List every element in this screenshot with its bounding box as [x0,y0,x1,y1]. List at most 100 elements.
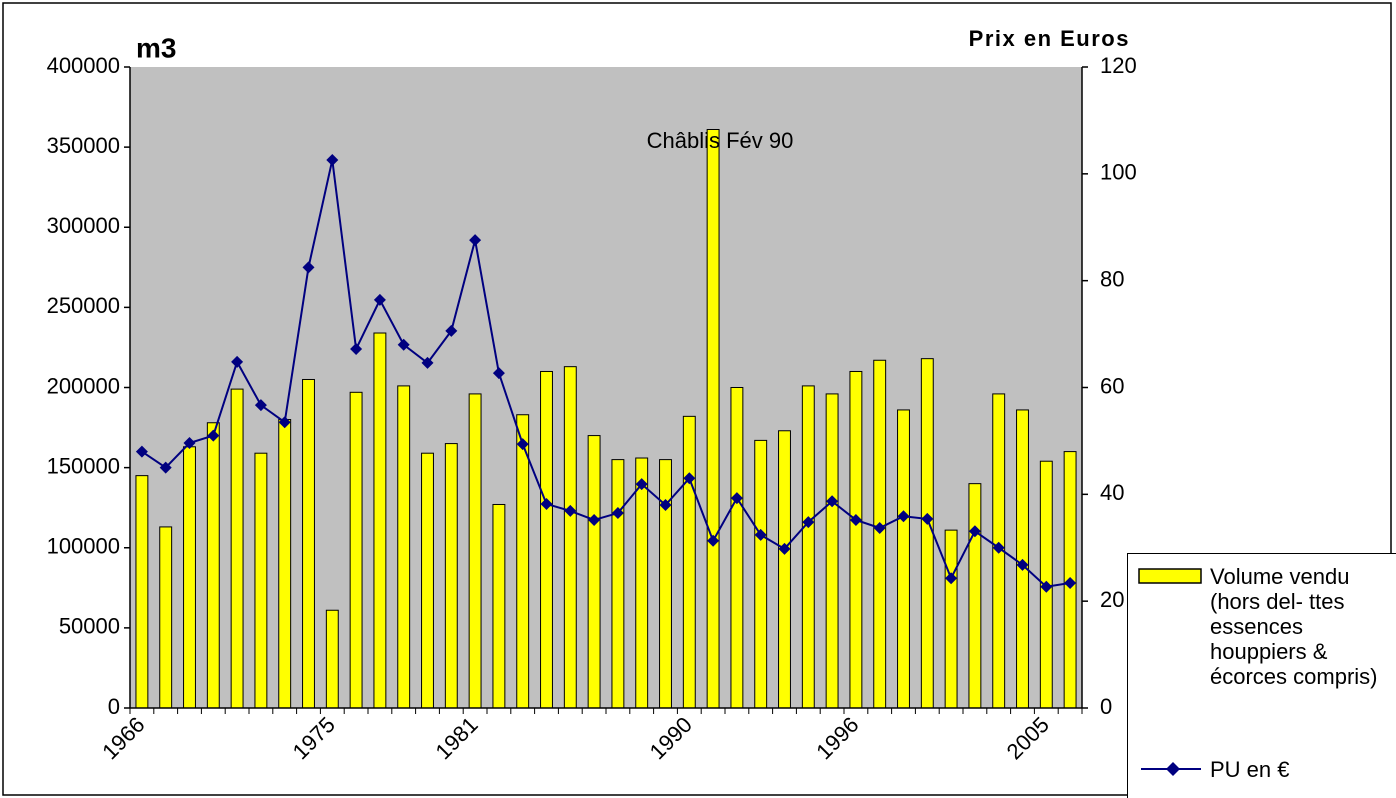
line-marker [754,528,767,541]
bar [373,332,387,709]
bar [444,443,458,709]
bar [302,378,315,709]
line [141,159,1071,588]
line-marker [588,513,601,526]
annotation: Châblis Fév 90 [647,128,794,153]
y2-tick-label: 60 [1100,373,1124,398]
line-marker [183,437,196,450]
bar [349,391,363,709]
y-tick-label: 50000 [59,614,120,639]
line-marker [945,572,958,585]
plot-area [130,67,1082,708]
bar [587,435,601,709]
y2-tick-label: 40 [1100,480,1124,505]
bar [730,387,744,709]
line-marker [611,507,624,520]
line-marker [445,324,458,337]
line-marker [254,399,267,412]
bar [635,457,649,709]
bar [206,422,220,709]
bar [659,459,672,709]
bar [540,370,553,709]
bar [516,414,530,709]
y2-axis-title: Prix en Euros [969,26,1130,51]
y2-tick-label: 100 [1100,160,1137,185]
line-marker [897,510,910,523]
bar [468,393,482,709]
bar [849,370,863,709]
line-marker [659,499,672,512]
line-marker [159,461,172,474]
x-tick-label: 2005 [1002,712,1054,764]
line-marker [278,416,291,429]
bar [801,385,815,709]
legend: Volume vendu (hors del- ttes essences ho… [1127,553,1396,798]
bar [825,393,839,709]
line-marker [564,504,577,517]
line-marker [492,367,505,380]
line-marker [397,338,410,351]
line-marker [683,472,696,485]
bar [611,459,625,709]
bar [563,366,577,709]
y2-tick-label: 20 [1100,587,1124,612]
bar [397,385,411,709]
y-tick-label: 300000 [47,213,120,238]
line-marker [1016,558,1029,571]
bar [159,526,173,709]
line-marker [516,438,529,451]
bar [183,446,196,709]
line-marker [968,525,981,538]
line-marker [921,512,934,525]
line-marker [802,516,815,529]
line-marker [350,343,363,356]
bar [897,409,910,709]
line-marker [1040,580,1053,593]
line-marker [1064,577,1077,590]
legend-swatch [1138,568,1202,584]
line-marker [135,445,148,458]
x-tick-label: 1975 [288,712,340,764]
legend-marker [1166,762,1180,776]
bar [682,415,696,709]
bar [968,483,982,709]
bar [778,430,791,709]
line-marker [849,513,862,526]
bar [230,388,244,709]
y-tick-label: 250000 [47,293,120,318]
y-axis-title: m3 [136,32,176,63]
line-marker [730,492,743,505]
line-marker [826,495,839,508]
bar [492,503,506,709]
x-tick-label: 1990 [645,712,697,764]
bar [254,452,268,709]
legend-keys [1138,568,1202,776]
bar [421,452,434,709]
line-marker [707,534,720,547]
y-tick-label: 150000 [47,453,120,478]
x-tick-label: 1981 [430,712,482,764]
bar [706,128,720,709]
line-marker [231,355,244,368]
y-tick-label: 200000 [47,373,120,398]
y-tick-label: 100000 [47,534,120,559]
bar [325,609,339,709]
line-marker [421,356,434,369]
line-marker [635,478,648,491]
line-marker [373,293,386,306]
x-tick-label: 1966 [97,712,149,764]
y-tick-label: 400000 [47,53,120,78]
bar [278,419,292,709]
bar [873,359,887,709]
bar [920,358,934,709]
y-tick-label: 0 [108,694,120,719]
bar [754,439,768,709]
line-marker [207,429,220,442]
legend-label: PU en € [1210,757,1290,782]
line-marker [540,497,553,510]
y2-tick-label: 0 [1100,694,1112,719]
line-marker [302,261,315,274]
